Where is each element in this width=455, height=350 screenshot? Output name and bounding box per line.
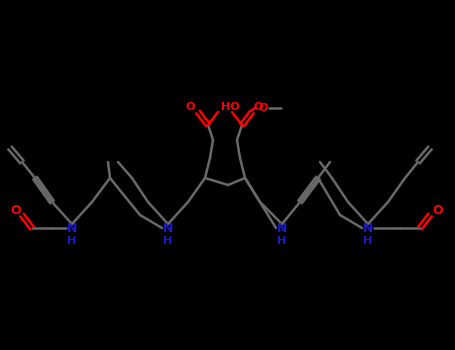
Text: H: H xyxy=(278,236,287,246)
Text: H: H xyxy=(67,236,76,246)
Text: O: O xyxy=(253,102,263,112)
Text: O: O xyxy=(10,204,21,217)
Text: H: H xyxy=(163,236,172,246)
Text: HO: HO xyxy=(221,102,239,112)
Text: O: O xyxy=(258,103,268,113)
Text: O: O xyxy=(185,102,195,112)
Text: N: N xyxy=(163,222,173,235)
Text: N: N xyxy=(67,222,77,235)
Text: N: N xyxy=(277,222,287,235)
Text: N: N xyxy=(363,222,373,235)
Text: H: H xyxy=(364,236,373,246)
Text: O: O xyxy=(433,204,443,217)
